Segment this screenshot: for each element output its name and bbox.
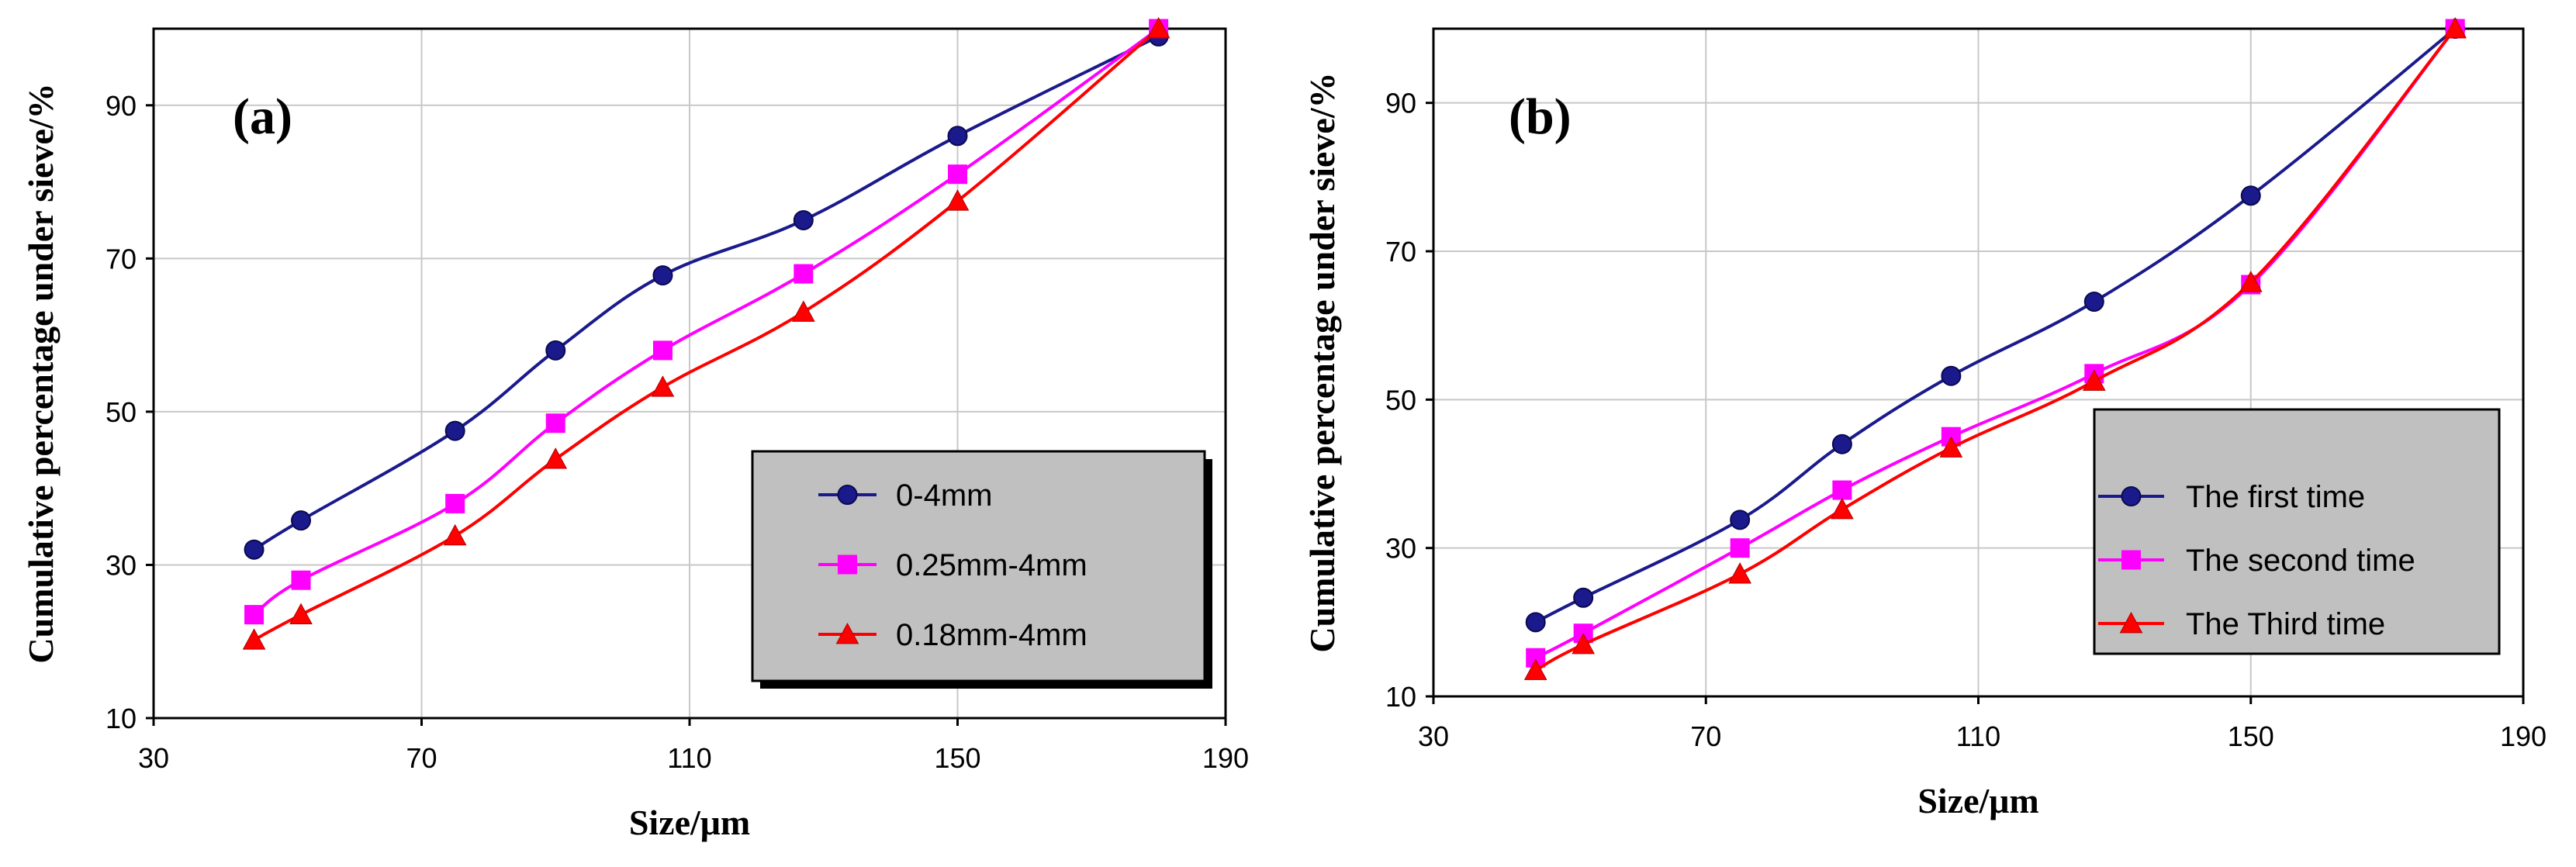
series-0-18mm-4mm: [242, 16, 1170, 650]
y-tick-label: 90: [105, 90, 137, 122]
data-point: [291, 510, 312, 531]
data-point: [443, 523, 467, 546]
series-the-first-time: [1525, 19, 2466, 633]
data-point: [242, 628, 266, 650]
x-axis-title: Size/μm: [629, 803, 750, 842]
y-tick-label: 90: [1385, 88, 1416, 119]
data-point: [793, 209, 814, 230]
data-point: [1831, 497, 1854, 520]
legend-marker: [2121, 550, 2141, 570]
x-tick-label: 70: [1690, 720, 1721, 752]
y-tick-label: 30: [1385, 533, 1416, 565]
data-point: [1146, 16, 1170, 39]
legend-label: The second time: [2186, 544, 2415, 578]
data-point: [1525, 612, 1546, 633]
y-tick-label: 10: [1385, 681, 1416, 713]
data-point: [291, 570, 311, 590]
data-point: [244, 605, 265, 625]
data-point: [1831, 434, 1852, 454]
data-point: [652, 340, 673, 361]
y-tick-label: 70: [1385, 236, 1416, 268]
x-tick-label: 110: [1956, 720, 2000, 752]
x-axis-title: Size/μm: [1917, 781, 2038, 820]
legend-marker: [837, 485, 858, 505]
data-point: [1939, 436, 1963, 458]
legend-label: The Third time: [2186, 607, 2385, 641]
panel-label: (a): [233, 88, 292, 145]
y-axis-title: Cumulative percentage under sieve/%: [21, 83, 61, 663]
y-axis-title: Cumulative percentage under sieve/%: [1302, 72, 1342, 652]
legend-label: 0-4mm: [896, 478, 992, 513]
x-tick-label: 190: [1202, 742, 1249, 774]
y-tick-label: 70: [105, 243, 137, 275]
series-the-third-time: [1523, 16, 2467, 680]
legend: 0-4mm 0.25mm-4mm 0.18mm-4mm: [751, 450, 1212, 689]
data-point: [946, 189, 970, 211]
series-0-25mm-4mm: [244, 19, 1169, 625]
y-tick-label: 10: [105, 703, 137, 734]
x-tick-label: 110: [667, 742, 711, 774]
data-point: [1941, 365, 1962, 386]
data-point: [2083, 292, 2104, 313]
legend-label: 0.18mm-4mm: [896, 618, 1087, 652]
data-point: [445, 493, 465, 513]
data-point: [1730, 538, 1750, 558]
data-point: [1523, 658, 1547, 680]
data-point: [444, 420, 465, 441]
x-tick-label: 150: [934, 742, 980, 774]
x-tick-label: 30: [138, 742, 169, 774]
legend: The first time The second time The Third t…: [2093, 408, 2501, 655]
data-point: [1572, 632, 1596, 655]
data-point: [794, 264, 814, 284]
legend-marker: [2121, 486, 2142, 506]
legend-marker: [835, 622, 859, 644]
y-tick-label: 50: [105, 396, 137, 428]
x-tick-label: 30: [1418, 720, 1449, 752]
data-point: [289, 603, 313, 625]
data-point: [244, 539, 265, 560]
legend-marker: [2119, 611, 2143, 634]
data-point: [2443, 16, 2467, 39]
data-point: [2240, 185, 2261, 206]
data-point: [791, 300, 815, 322]
x-tick-label: 70: [406, 742, 437, 774]
data-point: [1832, 480, 1852, 500]
data-point: [2239, 271, 2263, 292]
chart-panel-b: 30 70 110 150 1901030507090Size/μmCumulative…: [1302, 16, 2547, 820]
data-point: [545, 413, 565, 434]
data-point: [2082, 369, 2106, 391]
y-tick-label: 50: [1385, 384, 1416, 416]
data-point: [652, 265, 673, 286]
data-point: [545, 340, 566, 361]
data-point: [1730, 509, 1751, 530]
legend-label: 0.25mm-4mm: [896, 548, 1087, 582]
data-point: [947, 126, 968, 147]
x-tick-label: 190: [2500, 720, 2547, 752]
data-point: [651, 375, 675, 397]
data-point: [948, 164, 967, 185]
panel-label: (b): [1509, 88, 1572, 145]
data-point: [544, 447, 568, 469]
y-tick-label: 30: [105, 549, 137, 581]
legend-box: [2093, 408, 2501, 655]
data-point: [1573, 587, 1594, 608]
legend-label: The first time: [2186, 480, 2365, 514]
legend-marker: [838, 554, 857, 575]
data-point: [1728, 562, 1751, 584]
chart-panel-a: 30 70 110 150 1901030507090Size/μmCumulative…: [21, 16, 1249, 842]
x-tick-label: 150: [2228, 720, 2274, 752]
